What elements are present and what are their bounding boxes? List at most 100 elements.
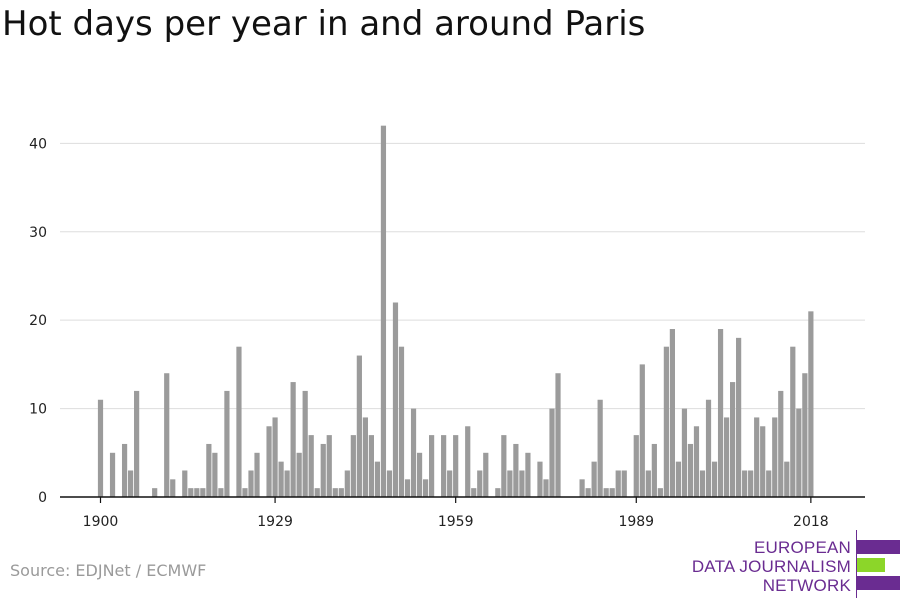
bar	[717, 329, 724, 497]
bar	[416, 452, 423, 497]
y-tick-label: 0	[38, 490, 47, 506]
bar	[182, 470, 188, 497]
logo-line-2: DATA JOURNALISM	[691, 557, 851, 576]
bar	[272, 417, 278, 497]
bar	[332, 488, 338, 497]
bar	[483, 452, 489, 497]
bar	[164, 373, 170, 497]
bar	[278, 461, 284, 497]
bar	[609, 488, 615, 497]
bar	[398, 346, 405, 497]
logo-bar-bottom	[857, 576, 900, 590]
bar	[651, 443, 657, 497]
bar	[699, 470, 706, 497]
bar	[525, 452, 531, 497]
bar	[772, 417, 778, 497]
bar	[344, 470, 350, 497]
bar	[121, 443, 128, 497]
bar	[188, 488, 194, 497]
bar	[206, 443, 212, 497]
bar	[705, 399, 712, 497]
bar	[802, 373, 808, 497]
bar	[392, 302, 399, 497]
bar	[170, 479, 176, 497]
bar	[537, 461, 543, 497]
logo-line-1: EUROPEAN	[753, 538, 851, 557]
bar	[471, 488, 477, 497]
chart-title: Hot days per year in and around Paris	[2, 4, 646, 44]
logo-bar-top	[857, 540, 900, 554]
bar	[549, 408, 555, 497]
bar	[597, 399, 603, 497]
bar	[591, 461, 597, 497]
bar-chart: 0 10 20 30 40 1900 1929 1959 1989 2018	[29, 125, 865, 530]
bar	[555, 373, 561, 497]
bar	[790, 346, 796, 497]
bar	[639, 364, 645, 497]
bar	[507, 470, 513, 497]
y-tick-label: 30	[29, 225, 47, 241]
logo-line-3: NETWORK	[762, 576, 851, 595]
bar	[585, 488, 591, 497]
bar	[302, 390, 308, 497]
bar	[711, 461, 718, 497]
bar	[296, 452, 302, 497]
bar	[681, 408, 688, 497]
logo-text: EUROPEAN DATA JOURNALISM NETWORK	[692, 538, 851, 595]
bar	[218, 488, 224, 497]
x-tick-label: 1989	[618, 514, 654, 530]
bar	[519, 470, 525, 497]
bar	[200, 488, 206, 497]
bar	[212, 452, 218, 497]
bar	[723, 417, 730, 497]
bar	[513, 443, 519, 497]
bar	[266, 426, 272, 497]
bar	[663, 346, 669, 497]
bar	[152, 488, 158, 497]
bar	[603, 488, 609, 497]
bar	[621, 470, 627, 497]
bar	[356, 355, 362, 497]
bar	[693, 426, 700, 497]
axes	[60, 496, 865, 503]
bar	[224, 390, 230, 497]
bar	[422, 479, 429, 497]
bar	[687, 443, 694, 497]
bar	[386, 470, 393, 497]
bar	[248, 470, 254, 497]
bar	[669, 329, 675, 497]
bar	[314, 488, 320, 497]
bar	[465, 426, 471, 497]
bar	[134, 390, 140, 497]
bar	[501, 435, 507, 497]
bar	[543, 479, 549, 497]
bar	[579, 479, 585, 497]
y-tick-label: 40	[29, 136, 47, 152]
bar	[128, 470, 134, 497]
bar	[236, 346, 242, 497]
bar	[194, 488, 200, 497]
bar	[380, 125, 387, 498]
bar	[374, 461, 381, 497]
bar	[290, 382, 296, 497]
bar	[242, 488, 248, 497]
bar	[338, 488, 344, 497]
grid-lines	[60, 142, 865, 410]
bar	[447, 470, 453, 497]
bar	[657, 488, 663, 497]
x-tick-label: 1900	[83, 514, 119, 530]
bar	[326, 435, 332, 497]
bar	[742, 470, 748, 497]
bar	[778, 390, 784, 497]
bar	[429, 435, 435, 497]
logo-bar-middle	[857, 558, 885, 572]
bar	[495, 488, 501, 497]
tick-labels: 0 10 20 30 40 1900 1929 1959 1989 2018	[29, 136, 829, 530]
x-tick-label: 2018	[793, 514, 829, 530]
bar	[109, 452, 116, 497]
bar	[350, 435, 356, 497]
bar	[477, 470, 483, 497]
bar	[754, 417, 760, 497]
bar	[748, 470, 754, 497]
bar	[766, 470, 772, 497]
